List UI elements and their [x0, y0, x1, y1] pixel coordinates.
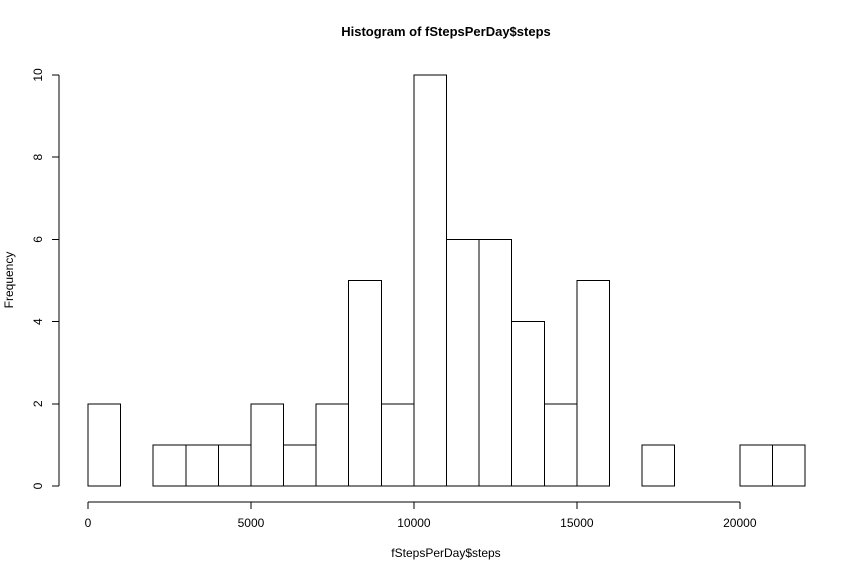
histogram-bar	[87, 403, 122, 487]
x-axis: 0 5000 10000 15000 20000	[85, 501, 757, 530]
y-tick-label: 4	[31, 318, 45, 325]
x-tick-label: 0	[85, 516, 92, 530]
chart-title: Histogram of fStepsPerDay$steps	[341, 24, 551, 39]
bars-group	[87, 74, 806, 487]
y-tick-label: 8	[31, 154, 45, 161]
histogram-bar	[413, 74, 447, 487]
histogram-bar	[641, 444, 676, 487]
x-tick-label: 20000	[723, 516, 757, 530]
y-axis: 0 2 4 6 8 10	[31, 68, 60, 489]
histogram-bar	[771, 444, 806, 487]
x-tick-label: 5000	[238, 516, 265, 530]
x-tick-label: 10000	[397, 516, 431, 530]
y-axis-label: Frequency	[2, 252, 16, 309]
histogram-bar	[543, 403, 578, 487]
histogram-bar	[283, 444, 317, 487]
y-tick-label: 0	[31, 482, 45, 489]
histogram-bar	[250, 403, 285, 487]
histogram-bar	[478, 238, 513, 487]
histogram-bar	[739, 444, 773, 487]
histogram-bar	[152, 444, 187, 487]
y-tick-label: 2	[31, 400, 45, 407]
histogram-bar	[446, 238, 480, 487]
histogram-bar	[348, 280, 382, 487]
histogram-bar	[380, 403, 415, 487]
histogram-bar	[315, 403, 350, 487]
histogram-bar	[185, 444, 219, 487]
y-tick-label: 6	[31, 236, 45, 243]
x-axis-label: fStepsPerDay$steps	[391, 546, 500, 560]
x-tick-label: 15000	[560, 516, 594, 530]
histogram-bar	[576, 280, 610, 487]
histogram-bar	[217, 444, 252, 487]
histogram-bar	[511, 321, 545, 487]
y-tick-label: 10	[31, 68, 45, 82]
